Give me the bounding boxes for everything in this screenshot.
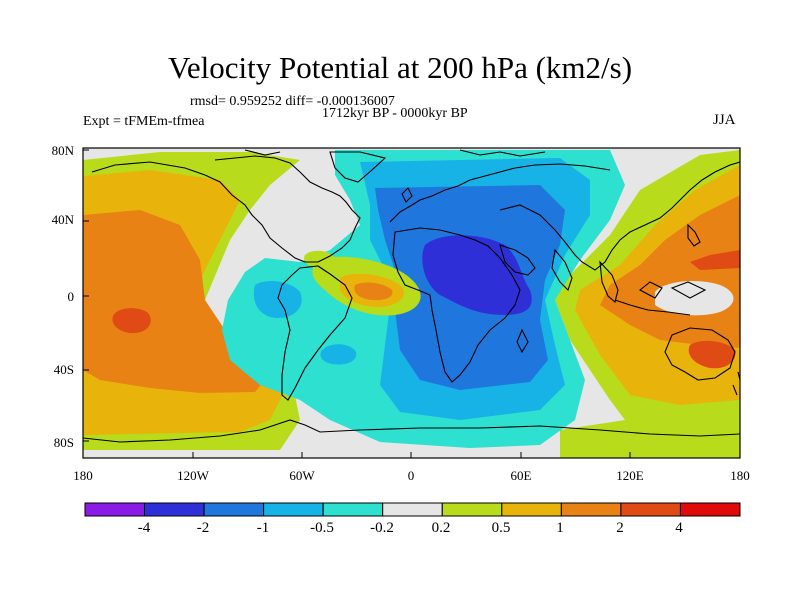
- colorbar-swatch: [144, 502, 205, 517]
- coast-arctic-islands: [244, 149, 546, 157]
- coast-south-america: [277, 265, 353, 401]
- coast-north-america: [91, 155, 361, 263]
- coast-greenland: [329, 151, 387, 183]
- coast-africa: [392, 227, 521, 383]
- lon-label-0: 0: [407, 468, 415, 483]
- field-east-2: [690, 250, 740, 270]
- colorbar-swatch: [560, 502, 622, 517]
- colorbar-label: 1: [556, 520, 564, 536]
- map-title: Velocity Potential at 200 hPa (km2/s): [167, 50, 633, 85]
- colorbar-swatch: [84, 502, 145, 517]
- colorbar-swatch: [680, 502, 741, 517]
- coast-indonesia: [614, 281, 707, 316]
- lat-label-equator: 0: [67, 289, 75, 304]
- field-neg-0.5-sw: [320, 344, 357, 365]
- lat-label-40s: 40S: [53, 362, 74, 377]
- lon-label-120w: 120W: [177, 468, 209, 483]
- field-east-2b: [688, 340, 736, 369]
- lat-label-80s: 80S: [53, 435, 74, 450]
- field-atlantic-1: [354, 282, 393, 301]
- velocity-potential-field: [83, 148, 740, 458]
- coast-southeast-asia: [599, 260, 619, 303]
- field-pacific-1: [83, 210, 272, 393]
- coast-arabia: [499, 244, 536, 276]
- colorbar-label: 2: [616, 520, 624, 536]
- latitude-ticks: [83, 149, 89, 442]
- season-label: JJA: [713, 112, 736, 128]
- colorbar-swatch: [263, 502, 324, 517]
- colorbar-swatch: [382, 502, 443, 517]
- colorbar-label: -4: [137, 520, 151, 536]
- colorbar: [84, 502, 741, 517]
- lat-label-80n: 80N: [51, 143, 74, 158]
- lon-label-180w: 180: [73, 468, 93, 483]
- colorbar-label: 0.2: [431, 520, 451, 536]
- coast-europe: [389, 163, 611, 223]
- colorbar-label: -0.5: [310, 520, 334, 536]
- longitude-ticks: [82, 452, 741, 458]
- coast-asia: [499, 161, 740, 271]
- colorbar-label: -1: [256, 520, 270, 536]
- coast-antarctica: [83, 419, 740, 443]
- colorbar-label: 4: [675, 520, 683, 536]
- lat-label-40n: 40N: [51, 212, 74, 227]
- field-east-neutral-hole: [655, 280, 734, 316]
- colorbar-swatch: [441, 502, 503, 517]
- colorbar-swatch: [501, 502, 562, 517]
- lon-label-60w: 60W: [289, 468, 315, 483]
- colorbar-swatch: [203, 502, 265, 517]
- coast-madagascar: [516, 328, 529, 354]
- coast-uk: [401, 187, 413, 203]
- lon-label-120e: 120E: [616, 468, 644, 483]
- field-pacific-2: [112, 308, 151, 334]
- field-neg-2: [422, 235, 532, 315]
- coast-japan: [687, 223, 701, 247]
- coast-australia: [664, 327, 736, 381]
- field-neg-0.5-west: [253, 280, 302, 318]
- colorbar-swatch: [322, 502, 384, 517]
- colorbar-label: 0.5: [491, 520, 511, 536]
- coast-india: [551, 248, 573, 292]
- colorbar-label: -0.2: [370, 520, 394, 536]
- coastlines: [83, 149, 740, 443]
- lon-label-60e: 60E: [510, 468, 532, 483]
- rmsd-diff-stats: rmsd= 0.959252 diff= -0.000136007: [190, 94, 395, 109]
- field-caribbean-0.2: [304, 250, 336, 269]
- colorbar-swatch: [620, 502, 681, 517]
- colorbar-label: -2: [196, 520, 210, 536]
- experiment-label: Expt = tFMEm-tfmea: [83, 114, 205, 129]
- lon-label-180e: 180: [730, 468, 750, 483]
- time-period: 1712kyr BP - 0000kyr BP: [322, 106, 468, 121]
